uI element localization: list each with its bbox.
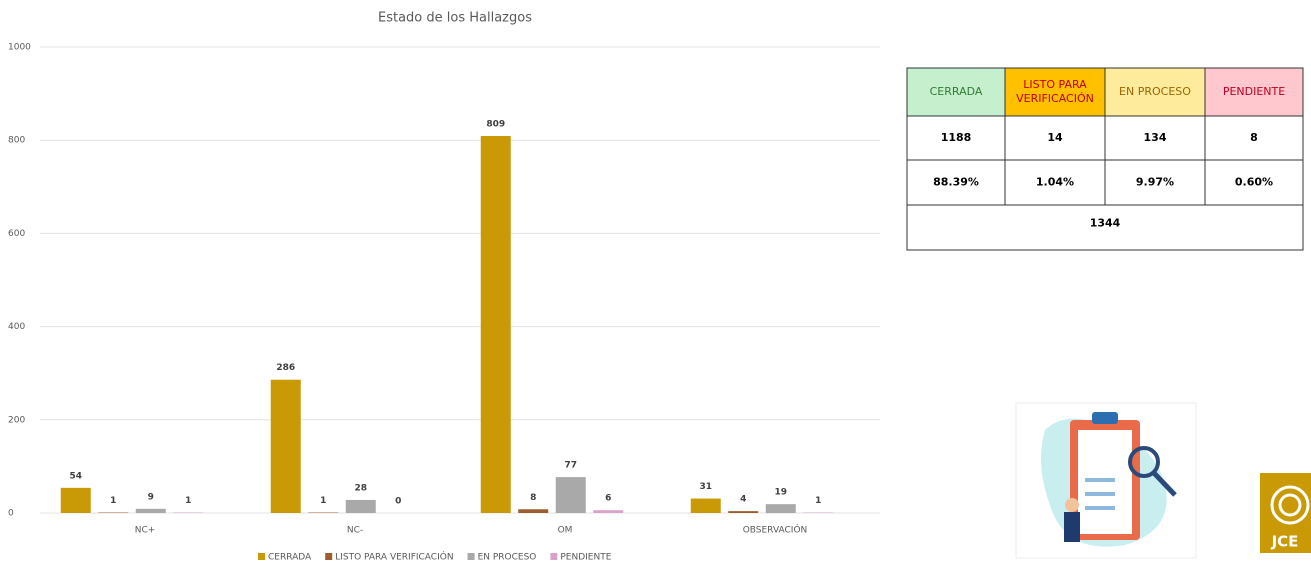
clip (1092, 412, 1118, 424)
legend-swatch (467, 553, 475, 560)
data-label: 28 (354, 483, 367, 493)
legend-label: CERRADA (268, 553, 312, 563)
data-label: 1 (320, 496, 326, 506)
total-cell (906, 204, 1304, 251)
person-body (1064, 512, 1080, 542)
header-cell (1204, 67, 1304, 117)
count-cell (1204, 115, 1304, 161)
summary-table: CERRADA 1188 88.39% LISTO PARA VERIFICACIÓN 1… (906, 67, 1304, 251)
count-text: 134 (1144, 131, 1167, 144)
x-tick-label: OM (558, 526, 573, 536)
header-text: LISTO PARA VERIFICACIÓN (1016, 78, 1094, 105)
count-cell (906, 115, 1006, 161)
count-cell (1104, 115, 1206, 161)
header-cell (1004, 67, 1106, 117)
legend-label: EN PROCESO (478, 553, 537, 563)
bar (135, 508, 166, 513)
bar (345, 499, 376, 513)
percent-text: 0.60% (1235, 176, 1273, 189)
bar (728, 511, 759, 513)
x-tick-label: NC+ (135, 526, 156, 536)
header-line: LISTO PARA (1023, 78, 1087, 91)
paper-line (1085, 506, 1115, 510)
chart-title: Estado de los Hallazgos (378, 11, 532, 26)
percent-text: 1.04% (1036, 176, 1074, 189)
data-label: 1 (185, 496, 191, 506)
bar (60, 487, 91, 513)
bar (765, 504, 796, 513)
y-tick-label: 0 (8, 509, 14, 519)
data-label: 19 (774, 488, 787, 498)
data-label: 286 (276, 363, 295, 373)
count-text: 14 (1047, 131, 1063, 144)
data-label: 4 (740, 495, 746, 505)
legend-swatch (325, 553, 333, 560)
y-tick-label: 200 (8, 415, 25, 425)
x-tick-label: OBSERVACIÓN (743, 524, 808, 536)
logo-text: JCE (1271, 533, 1299, 551)
data-label: 6 (605, 494, 611, 504)
x-tick-label: NC- (347, 526, 363, 536)
data-label: 1 (815, 496, 821, 506)
data-label: 1 (110, 496, 116, 506)
data-label: 809 (486, 120, 505, 130)
y-tick-label: 400 (8, 322, 25, 332)
percent-cell (1004, 159, 1106, 206)
paper-line (1085, 492, 1115, 496)
data-label: 77 (564, 461, 577, 471)
bar (593, 510, 624, 513)
magnifier (1128, 446, 1160, 478)
logo-print (1278, 493, 1302, 517)
legend-swatch (258, 553, 265, 560)
header-cell (906, 67, 1006, 117)
data-label: 9 (148, 492, 154, 502)
legend-swatch (550, 553, 558, 560)
percent-text: 9.97% (1136, 176, 1174, 189)
logo: JCE (1260, 473, 1311, 553)
y-tick-label: 1000 (8, 43, 31, 53)
total-text: 1344 (1090, 217, 1121, 230)
header-text: EN PROCESO (1119, 85, 1191, 98)
percent-text: 88.39% (933, 176, 979, 189)
header-line: VERIFICACIÓN (1016, 92, 1094, 105)
data-label: 8 (530, 493, 536, 503)
bar (555, 477, 586, 513)
bar (270, 379, 301, 513)
legend-label: LISTO PARA VERIFICACIÓN (335, 551, 453, 563)
bar (690, 498, 721, 513)
illustration (1015, 402, 1197, 559)
paper-line (1085, 478, 1115, 482)
percent-cell (1204, 159, 1304, 206)
header-text: CERRADA (930, 85, 983, 98)
person-head (1065, 498, 1079, 512)
data-label: 54 (69, 471, 82, 481)
bar (480, 136, 511, 514)
bar (518, 509, 549, 513)
data-label: 0 (395, 497, 401, 507)
logo-print (1270, 485, 1310, 525)
data-label: 31 (699, 482, 712, 492)
percent-cell (906, 159, 1006, 206)
count-text: 1188 (941, 131, 972, 144)
y-tick-label: 600 (8, 229, 25, 239)
y-tick-label: 800 (8, 136, 25, 146)
header-text: PENDIENTE (1223, 85, 1285, 98)
legend-label: PENDIENTE (560, 553, 611, 563)
count-text: 8 (1250, 131, 1258, 144)
magnifier-handle (1152, 471, 1177, 497)
